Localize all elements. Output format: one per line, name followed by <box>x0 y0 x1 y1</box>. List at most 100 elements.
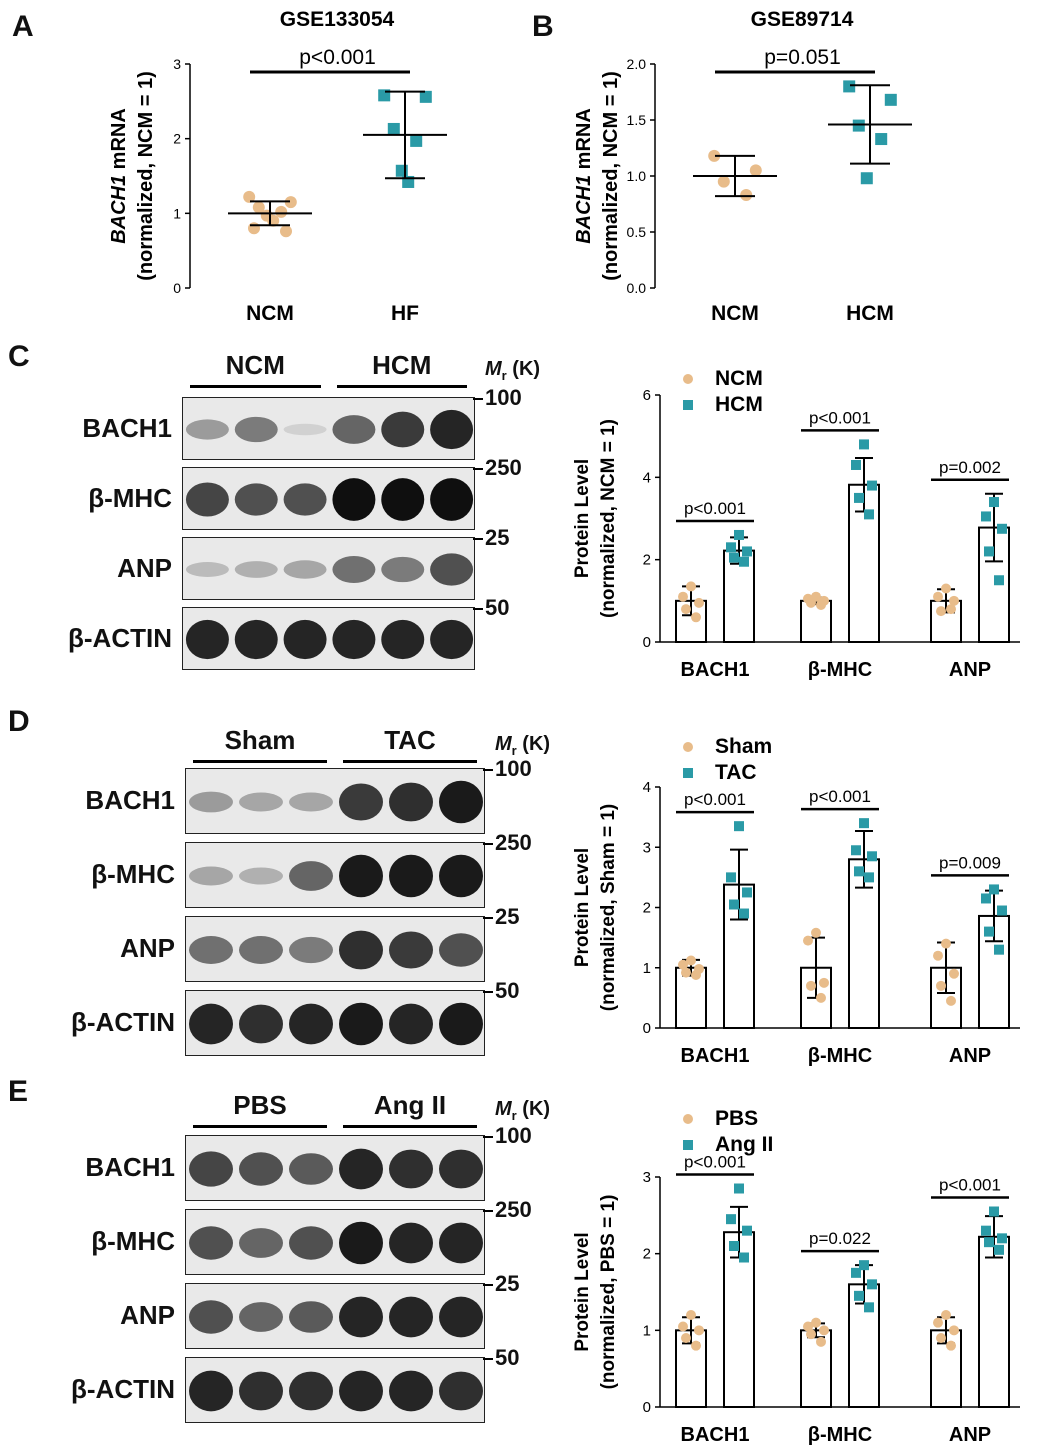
y-tick-label: 2 <box>643 900 651 917</box>
blot-band <box>239 1228 283 1258</box>
molecular-weight-marker: 50 <box>473 595 509 621</box>
y-tick-label: 6 <box>643 387 651 404</box>
blot-strip <box>185 1357 485 1423</box>
data-point <box>816 599 826 610</box>
data-point <box>691 612 701 623</box>
data-point <box>275 205 288 218</box>
y-tick-label: 1 <box>643 960 651 977</box>
data-point <box>726 542 736 553</box>
legend-label: Sham <box>715 735 772 758</box>
legend-marker <box>683 768 693 778</box>
blot-band <box>239 1004 283 1044</box>
blot-strip <box>185 1209 485 1275</box>
data-point <box>749 164 762 177</box>
x-category-label: NCM <box>711 302 759 325</box>
blot-row-label: ANP <box>117 552 172 583</box>
blot-strip <box>182 537 475 600</box>
blot-row-label: β-ACTIN <box>71 1007 175 1037</box>
data-point <box>742 1225 752 1236</box>
p-value-label: p<0.001 <box>684 790 746 809</box>
blot-row-label: BACH1 <box>82 412 172 443</box>
blot-row-label: β-MHC <box>88 482 172 513</box>
data-point <box>806 1329 816 1340</box>
y-axis-label: BACH1 mRNA <box>108 108 130 244</box>
data-point <box>691 1340 701 1351</box>
p-value-label: p=0.002 <box>939 458 1001 477</box>
data-point <box>936 606 946 617</box>
data-point <box>997 905 1007 916</box>
data-point <box>989 884 999 895</box>
group-label: PBS <box>233 1090 287 1120</box>
legend-marker <box>683 400 693 410</box>
blot-row-label: β-ACTIN <box>71 1374 175 1404</box>
blot-band <box>189 936 233 964</box>
legend-label: PBS <box>715 1107 758 1130</box>
molecular-weight-marker: 50 <box>483 1345 519 1371</box>
data-point <box>739 1252 749 1263</box>
y-tick-label: 2 <box>643 552 651 569</box>
y-tick-label: 3 <box>643 839 651 856</box>
data-point <box>864 872 874 883</box>
blot-band <box>332 478 376 521</box>
y-tick-label: 2 <box>173 131 181 147</box>
molecular-weight-marker: 50 <box>483 978 519 1004</box>
blot-band <box>430 478 474 521</box>
y-tick-label: 2.0 <box>627 56 647 72</box>
western-blot-c: NCM HCM Mr (K) BACH1 100 β-MHC 250 ANP 25 β-ACTIN… <box>0 345 560 685</box>
x-category-label: ANP <box>949 1424 991 1445</box>
blot-band <box>339 930 383 970</box>
p-value-label: p<0.001 <box>809 787 871 806</box>
blot-band <box>430 409 474 450</box>
data-point <box>851 459 861 470</box>
blot-band <box>381 619 425 660</box>
group-label: TAC <box>384 725 436 755</box>
data-point <box>997 523 1007 534</box>
y-axis-label-line2: (normalized, PBS = 1) <box>598 1195 619 1390</box>
blot-strip <box>185 768 485 834</box>
data-point <box>875 133 888 146</box>
blot-band <box>189 1300 233 1334</box>
blot-band <box>389 1222 433 1264</box>
blot-band <box>189 1003 233 1045</box>
western-blot-e: PBS Ang II Mr (K) BACH1 100 β-MHC 250 ANP 25 β-AC… <box>0 1085 560 1430</box>
y-tick-label: 1 <box>173 205 181 221</box>
data-point <box>854 492 864 503</box>
blot-band <box>189 1370 233 1412</box>
group-underline <box>193 1125 327 1128</box>
data-point <box>742 546 752 557</box>
blot-band <box>289 861 333 891</box>
data-point <box>946 995 956 1006</box>
data-point <box>946 604 956 615</box>
group-label: Ang II <box>373 1090 447 1120</box>
blot-band <box>381 478 425 521</box>
data-point <box>811 1317 821 1328</box>
blot-band <box>439 1296 483 1338</box>
blot-row-label: β-MHC <box>91 1226 175 1256</box>
x-category-label: BACH1 <box>681 659 750 681</box>
data-point <box>726 1214 736 1225</box>
data-point <box>941 583 951 594</box>
data-point <box>243 190 256 203</box>
blot-band <box>439 1002 483 1046</box>
panel-letter-c: C <box>8 340 30 373</box>
molecular-weight-header: Mr (K) <box>485 358 541 383</box>
data-point <box>686 581 696 592</box>
blot-band <box>389 1296 433 1338</box>
data-point <box>859 1260 869 1271</box>
data-point <box>994 944 1004 955</box>
blot-band <box>389 854 433 898</box>
data-point <box>681 604 691 615</box>
data-point <box>933 591 943 602</box>
blot-band <box>189 1151 233 1187</box>
y-tick-label: 1.0 <box>627 168 647 184</box>
p-value-label: p<0.001 <box>809 408 871 427</box>
y-tick-label: 0.0 <box>627 280 647 296</box>
blot-band <box>339 783 383 821</box>
blot-band <box>239 1152 283 1186</box>
data-point <box>994 1244 1004 1255</box>
blot-strip <box>185 1283 485 1349</box>
y-tick-label: 4 <box>643 469 651 486</box>
x-category-label: BACH1 <box>681 1045 750 1067</box>
data-point <box>989 1206 999 1217</box>
data-point <box>852 119 865 132</box>
